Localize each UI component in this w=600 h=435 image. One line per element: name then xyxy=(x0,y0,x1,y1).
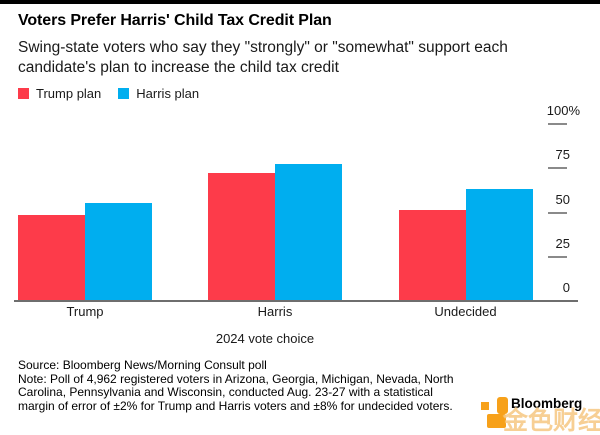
bar-trump-plan-undecided xyxy=(398,209,466,300)
note-line-2: Carolina, Pennsylvania and Wisconsin, co… xyxy=(18,385,433,399)
bar-harris-plan-trump xyxy=(85,202,152,300)
bloomberg-logo-text: Bloomberg xyxy=(511,396,583,411)
y-tick-label-0: 0 xyxy=(562,280,570,295)
x-category-label-undecided: Undecided xyxy=(434,304,497,319)
y-tick-dash-50 xyxy=(548,211,567,214)
source-line: Source: Bloomberg News/Morning Consult p… xyxy=(18,358,267,372)
bar-trump-plan-harris xyxy=(208,172,275,300)
legend-swatch-trump-plan xyxy=(18,88,29,99)
bar-trump-plan-trump xyxy=(18,215,85,300)
x-axis-title: 2024 vote choice xyxy=(215,331,315,346)
y-tick-dash-100 xyxy=(548,123,567,126)
x-category-label-harris: Harris xyxy=(257,304,293,319)
bar-harris-plan-undecided xyxy=(465,188,533,300)
legend: Trump plan Harris plan xyxy=(18,86,199,101)
chart-title: Voters Prefer Harris' Child Tax Credit P… xyxy=(18,12,332,29)
chart-subtitle: Swing-state voters who say they "strongl… xyxy=(18,38,508,77)
y-tick-label-75: 75 xyxy=(555,147,570,163)
legend-item-harris-plan: Harris plan xyxy=(118,86,199,101)
note-line-1: Note: Poll of 4,962 registered voters in… xyxy=(18,371,454,386)
chart-subtitle-line-2: candidate's plan to increase the child t… xyxy=(18,58,339,76)
top-divider-bar xyxy=(0,0,600,4)
note-line-3: margin of error of ±2% for Trump and Har… xyxy=(18,398,453,413)
legend-swatch-harris-plan xyxy=(118,88,130,99)
y-tick-label-50: 50 xyxy=(555,191,570,207)
legend-item-trump-plan: Trump plan xyxy=(18,86,101,101)
y-tick-dash-25 xyxy=(548,255,567,258)
y-tick-dash-75 xyxy=(548,167,567,170)
legend-label-harris-plan: Harris plan xyxy=(136,86,200,101)
footer-notes: Source: Bloomberg News/Morning Consult p… xyxy=(18,358,454,413)
legend-label-trump-plan: Trump plan xyxy=(36,86,102,101)
y-tick-label-100: 100% xyxy=(546,103,580,119)
chart-subtitle-line-1: Swing-state voters who say they "strongl… xyxy=(18,39,508,56)
jinse-finance-logo-icon xyxy=(480,397,508,428)
watermark-text: 金色财经 xyxy=(503,407,600,435)
x-category-label-trump: Trump xyxy=(66,304,104,319)
bar-harris-plan-harris xyxy=(275,163,342,300)
y-tick-label-25: 25 xyxy=(555,235,570,251)
x-axis-baseline xyxy=(14,300,578,302)
